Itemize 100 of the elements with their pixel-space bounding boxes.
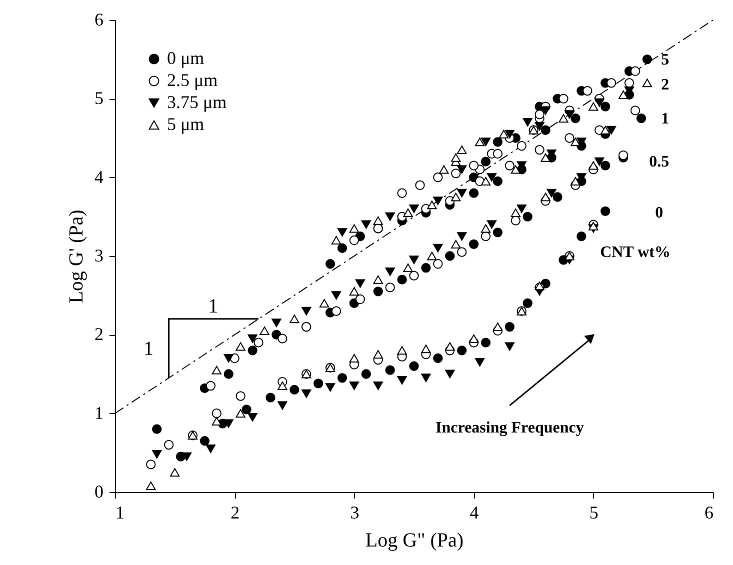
point	[325, 383, 336, 392]
point	[457, 188, 467, 198]
point	[492, 322, 503, 332]
point	[445, 370, 455, 378]
point	[504, 342, 515, 351]
point	[540, 106, 550, 115]
point	[534, 122, 544, 130]
point	[588, 161, 598, 170]
annotation: 0.5	[649, 154, 670, 171]
point	[224, 419, 234, 428]
point	[373, 350, 383, 359]
y-tick-label: 3	[94, 246, 104, 266]
x-tick-label: 6	[704, 502, 714, 522]
x-tick-label: 5	[589, 502, 598, 522]
point	[468, 334, 479, 343]
x-tick-label: 3	[350, 502, 360, 522]
point	[486, 220, 497, 229]
point	[397, 346, 407, 355]
point	[421, 344, 431, 354]
point	[290, 314, 300, 324]
point	[618, 90, 628, 99]
y-tick-label: 1	[94, 402, 104, 423]
y-axis-title: Log G' (Pa)	[66, 210, 88, 304]
point	[385, 267, 395, 276]
annotation: Increasing Frequency	[436, 419, 584, 436]
point	[212, 416, 222, 426]
x-axis-title: Log G" (Pa)	[365, 530, 464, 552]
point	[445, 342, 455, 351]
point	[409, 256, 419, 264]
point	[522, 118, 532, 127]
annotation: 2	[661, 76, 670, 94]
point	[373, 382, 383, 390]
point	[325, 363, 336, 372]
point	[373, 216, 383, 225]
annotation: 1	[661, 110, 670, 128]
point	[433, 196, 443, 206]
point	[224, 354, 234, 363]
point	[451, 192, 461, 202]
point	[212, 366, 222, 374]
legend-label: 5 μm	[167, 114, 204, 134]
point	[302, 306, 312, 316]
y-tick-label: 0	[94, 482, 104, 502]
legend-label: 3.75 μm	[167, 92, 227, 112]
point	[474, 138, 485, 146]
point	[594, 98, 604, 107]
point	[272, 318, 282, 328]
y-tick-label: 2	[94, 324, 104, 344]
point	[361, 220, 371, 229]
point	[182, 452, 192, 461]
x-tick-label: 1	[116, 502, 124, 522]
point	[516, 204, 526, 214]
point	[337, 228, 348, 237]
point	[236, 342, 246, 351]
x-tick-label: 2	[230, 502, 240, 522]
point	[188, 431, 198, 440]
legend-label: 0 μm	[167, 48, 204, 68]
point	[433, 244, 443, 252]
point	[558, 114, 568, 123]
point	[248, 413, 258, 422]
annotation: CNT wt%	[600, 244, 670, 262]
point	[498, 130, 509, 138]
point	[474, 358, 485, 366]
point	[302, 389, 312, 398]
point	[600, 126, 610, 134]
point	[349, 382, 360, 390]
point	[349, 287, 360, 296]
point	[278, 401, 288, 410]
point	[588, 102, 598, 111]
point	[331, 291, 342, 300]
point	[510, 208, 520, 217]
point	[480, 177, 491, 186]
point	[403, 264, 413, 272]
point	[331, 236, 342, 245]
point	[540, 153, 550, 162]
point	[355, 279, 366, 288]
point	[457, 165, 467, 174]
point	[236, 409, 246, 418]
point	[409, 204, 419, 214]
point	[152, 450, 162, 458]
annotation: 5	[661, 51, 670, 68]
point	[594, 157, 604, 166]
point	[480, 224, 491, 233]
point	[564, 110, 574, 119]
annotation: 1	[208, 295, 218, 318]
point	[421, 374, 431, 382]
point	[457, 146, 467, 154]
point	[439, 165, 449, 174]
annotation: 1	[143, 338, 154, 360]
annotation: 0	[655, 204, 664, 222]
point	[451, 153, 461, 162]
point	[260, 326, 270, 335]
point	[278, 382, 288, 390]
point	[349, 354, 360, 363]
point	[642, 78, 652, 88]
point	[248, 334, 258, 343]
point	[385, 212, 395, 221]
x-tick-label: 4	[470, 502, 479, 522]
point	[546, 188, 556, 198]
point	[451, 240, 461, 248]
point	[206, 444, 216, 453]
